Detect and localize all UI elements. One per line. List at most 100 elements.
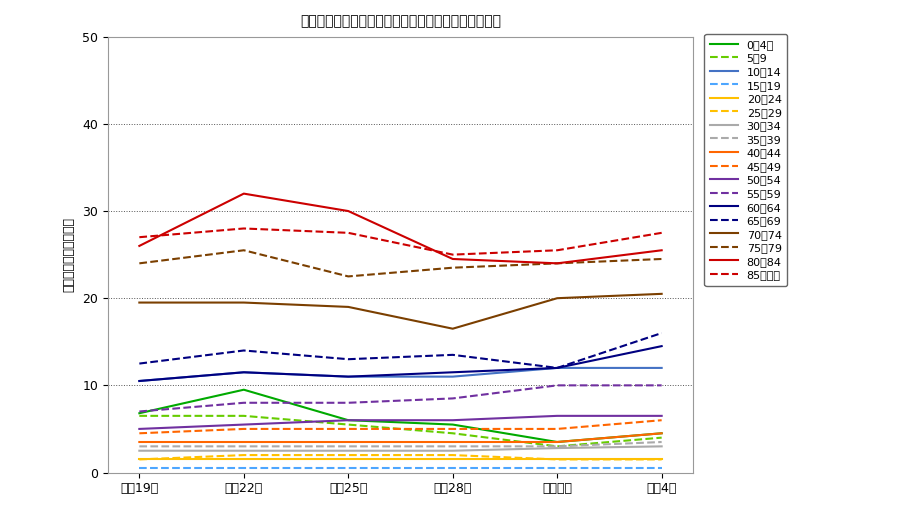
50぀54: [134, 426, 145, 432]
10぀14: [656, 365, 667, 371]
25぀29: [552, 456, 562, 463]
40぀44: [134, 439, 145, 445]
20぀24: [656, 456, 667, 463]
15぀19: [343, 465, 354, 471]
55぀59: [134, 408, 145, 415]
45぀49: [447, 426, 458, 432]
45぀49: [238, 426, 249, 432]
75぀79: [656, 256, 667, 262]
5〄9: [343, 422, 354, 428]
30぀34: [656, 443, 667, 449]
5〄9: [552, 443, 562, 449]
25぀29: [134, 456, 145, 463]
5〄9: [134, 413, 145, 419]
85歳以上: [238, 225, 249, 232]
Line: 30぀34: 30぀34: [140, 446, 662, 450]
85歳以上: [552, 247, 562, 254]
65぀69: [343, 356, 354, 362]
35぀39: [134, 443, 145, 449]
55぀59: [447, 395, 458, 402]
15぀19: [656, 465, 667, 471]
40぀44: [343, 439, 354, 445]
0〄4歳: [656, 430, 667, 436]
55぀59: [343, 400, 354, 406]
Line: 70぀74: 70぀74: [140, 294, 662, 329]
50぀54: [343, 417, 354, 423]
Line: 10぀14: 10぀14: [140, 368, 662, 381]
10぀14: [238, 369, 249, 375]
50぀54: [238, 422, 249, 428]
0〄4歳: [447, 422, 458, 428]
80぀84: [343, 208, 354, 214]
45぀49: [134, 430, 145, 436]
30぀34: [552, 445, 562, 452]
Line: 35぀39: 35぀39: [140, 442, 662, 446]
Line: 50぀54: 50぀54: [140, 416, 662, 429]
45぀49: [552, 426, 562, 432]
Line: 25぀29: 25぀29: [140, 455, 662, 459]
70぀74: [238, 299, 249, 306]
45぀49: [656, 417, 667, 423]
50぀54: [552, 413, 562, 419]
Line: 0〄4歳: 0〄4歳: [140, 390, 662, 442]
80぀84: [134, 243, 145, 249]
40぀44: [447, 439, 458, 445]
50぀54: [656, 413, 667, 419]
75぀79: [552, 260, 562, 267]
Line: 85歳以上: 85歳以上: [140, 228, 662, 255]
75぀79: [343, 273, 354, 279]
60぀64: [552, 365, 562, 371]
Legend: 0〄4歳, 5〄9, 10぀14, 15぀19, 20぀24, 25぀29, 30぀34, 35぀39, 40぀44, 45぀49, 50぀54, 55぀59,: 0〄4歳, 5〄9, 10぀14, 15぀19, 20぀24, 25぀29, 3…: [705, 34, 788, 286]
20぀24: [238, 456, 249, 463]
35぀39: [552, 443, 562, 449]
20぀24: [134, 456, 145, 463]
65぀69: [447, 352, 458, 358]
Line: 45぀49: 45぀49: [140, 420, 662, 433]
35぀39: [238, 443, 249, 449]
Title: その他の呼吸系疾患の年齢階級別通院者率の経年変化: その他の呼吸系疾患の年齢階級別通院者率の経年変化: [300, 15, 501, 29]
80぀84: [552, 260, 562, 267]
80぀84: [238, 191, 249, 197]
0〄4歳: [134, 410, 145, 416]
15぀19: [238, 465, 249, 471]
10぀14: [447, 373, 458, 380]
20぀24: [552, 456, 562, 463]
Line: 5〄9: 5〄9: [140, 416, 662, 446]
45぀49: [343, 426, 354, 432]
Line: 40぀44: 40぀44: [140, 433, 662, 442]
15぀19: [447, 465, 458, 471]
5〄9: [447, 430, 458, 436]
40぀44: [552, 439, 562, 445]
25぀29: [343, 452, 354, 458]
30぀34: [134, 447, 145, 454]
20぀24: [447, 456, 458, 463]
80぀84: [447, 256, 458, 262]
25぀29: [656, 456, 667, 463]
5〄9: [238, 413, 249, 419]
25぀29: [447, 452, 458, 458]
5〄9: [656, 435, 667, 441]
65぀69: [656, 330, 667, 336]
70぀74: [552, 295, 562, 301]
0〄4歳: [552, 439, 562, 445]
15぀19: [134, 465, 145, 471]
40぀44: [238, 439, 249, 445]
Line: 60぀64: 60぀64: [140, 346, 662, 381]
70぀74: [343, 304, 354, 310]
0〄4歳: [343, 417, 354, 423]
85歳以上: [343, 230, 354, 236]
35぀39: [447, 443, 458, 449]
Line: 80぀84: 80぀84: [140, 194, 662, 264]
70぀74: [134, 299, 145, 306]
0〄4歳: [238, 386, 249, 393]
Line: 65぀69: 65぀69: [140, 333, 662, 368]
10぀14: [134, 378, 145, 384]
30぀34: [343, 447, 354, 454]
40぀44: [656, 430, 667, 436]
Line: 55぀59: 55぀59: [140, 385, 662, 412]
80぀84: [656, 247, 667, 254]
60぀64: [656, 343, 667, 349]
65぀69: [238, 348, 249, 354]
85歳以上: [656, 230, 667, 236]
Line: 75぀79: 75぀79: [140, 250, 662, 276]
